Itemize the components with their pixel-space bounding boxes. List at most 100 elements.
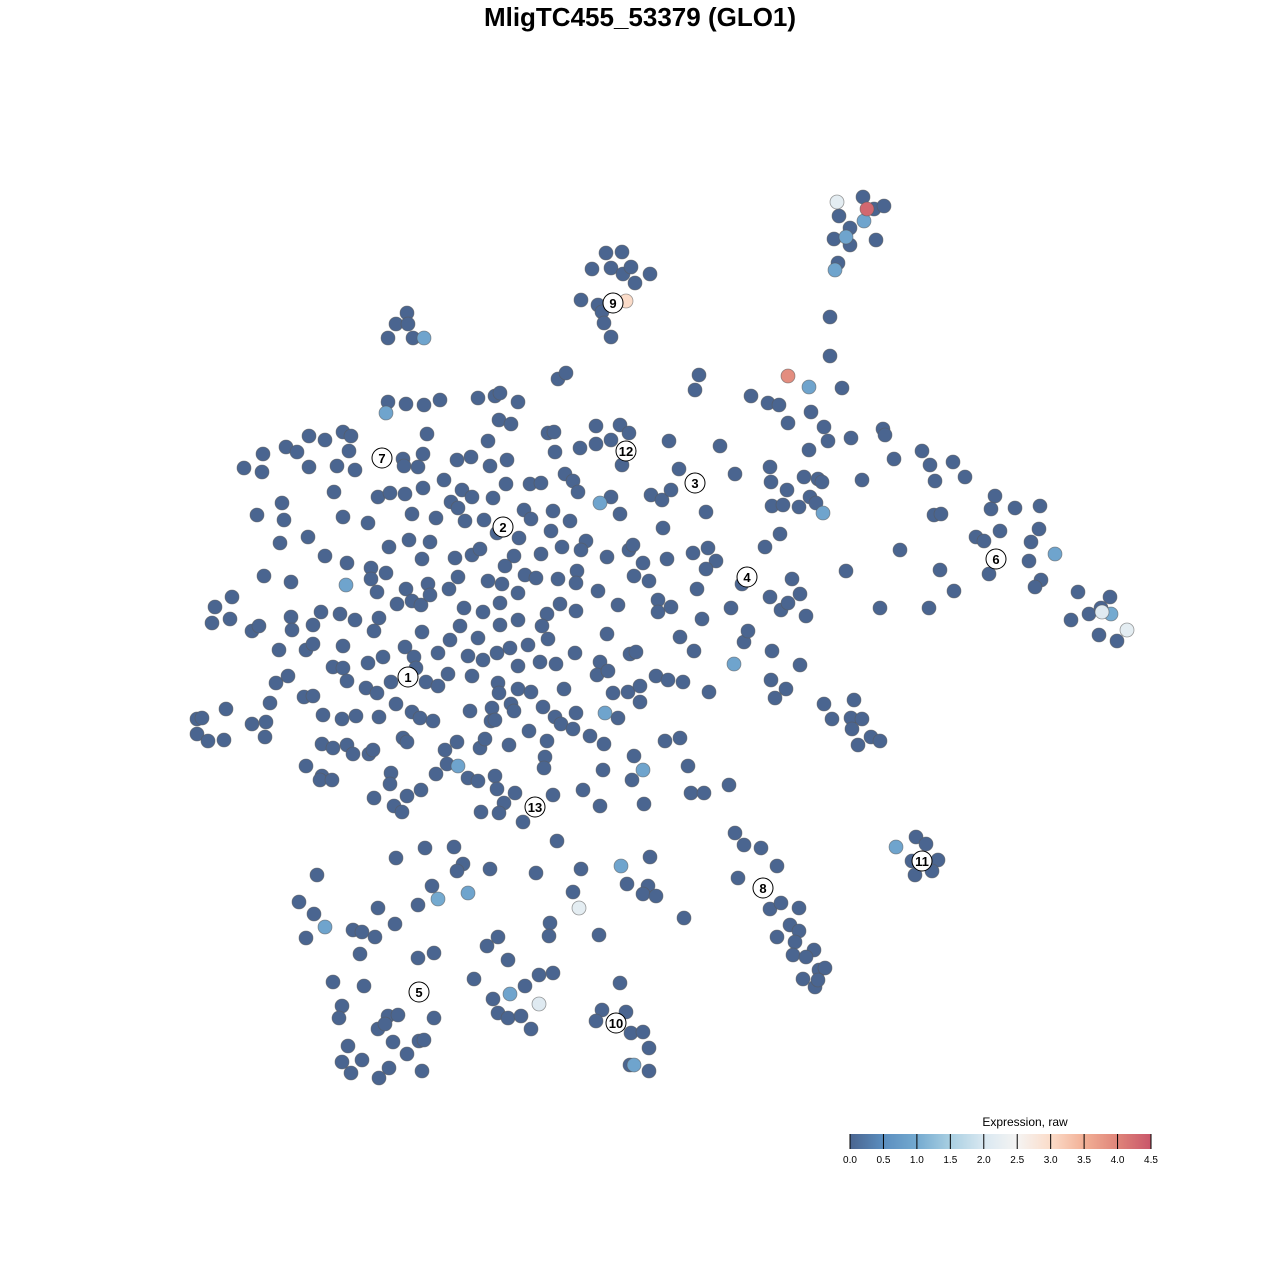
data-point (815, 505, 831, 521)
data-point (218, 701, 234, 717)
data-point (1027, 579, 1043, 595)
data-point (921, 600, 937, 616)
data-point (348, 708, 364, 724)
data-point (588, 1013, 604, 1029)
data-point (332, 606, 348, 622)
data-point (817, 960, 833, 976)
data-point (838, 563, 854, 579)
data-point (816, 419, 832, 435)
data-point (829, 194, 845, 210)
data-point (712, 438, 728, 454)
data-point (317, 432, 333, 448)
data-point (780, 595, 796, 611)
data-point (779, 482, 795, 498)
data-point (301, 428, 317, 444)
cluster-label-badge (524, 796, 546, 818)
data-point (831, 208, 847, 224)
data-point (626, 748, 642, 764)
data-point (507, 785, 523, 801)
data-point (390, 1007, 406, 1023)
data-point (787, 934, 803, 950)
data-point (404, 506, 420, 522)
data-point (375, 649, 391, 665)
cluster-label-badge (371, 447, 393, 469)
data-point (347, 462, 363, 478)
data-point (414, 1063, 430, 1079)
data-point (635, 886, 651, 902)
data-point (672, 629, 688, 645)
data-point (550, 571, 566, 587)
data-point (457, 513, 473, 529)
cluster-label-badge (985, 548, 1007, 570)
data-point (430, 891, 446, 907)
data-point (632, 678, 648, 694)
data-point (385, 1034, 401, 1050)
data-point (655, 520, 671, 536)
data-point (568, 705, 584, 721)
data-point (850, 737, 866, 753)
data-point (413, 597, 429, 613)
data-point (331, 1010, 347, 1026)
data-point (933, 506, 949, 522)
data-point (377, 1016, 393, 1032)
data-point (801, 442, 817, 458)
data-point (1070, 584, 1086, 600)
data-point (442, 632, 458, 648)
data-point (686, 643, 702, 659)
data-point (946, 583, 962, 599)
data-point (824, 711, 840, 727)
data-point (680, 758, 696, 774)
data-point (780, 368, 796, 384)
data-point (541, 928, 557, 944)
data-point (621, 425, 637, 441)
data-point (597, 705, 613, 721)
data-point (1031, 521, 1047, 537)
data-point (599, 626, 615, 642)
data-point (341, 443, 357, 459)
data-point (543, 523, 559, 539)
data-point (244, 716, 260, 732)
data-point (769, 858, 785, 874)
cluster-label: 6 (985, 548, 1007, 570)
data-point (510, 658, 526, 674)
legend-tick-label: 0.5 (876, 1155, 890, 1166)
data-point (425, 713, 441, 729)
data-point (462, 703, 478, 719)
data-point (914, 443, 930, 459)
data-point (642, 849, 658, 865)
data-point (515, 814, 531, 830)
data-point (305, 617, 321, 633)
cluster-label: 8 (752, 877, 774, 899)
data-point (470, 390, 486, 406)
data-point (1023, 534, 1039, 550)
data-point (437, 742, 453, 758)
data-point (189, 726, 205, 742)
data-point (502, 640, 518, 656)
cluster-label-badge (752, 877, 774, 899)
data-point (510, 612, 526, 628)
data-point (791, 900, 807, 916)
data-point (675, 674, 691, 690)
data-point (274, 495, 290, 511)
legend-colorbar (850, 1134, 1151, 1149)
data-point (313, 604, 329, 620)
data-point (843, 430, 859, 446)
data-point (796, 469, 812, 485)
data-point (339, 673, 355, 689)
data-point (254, 464, 270, 480)
data-point (854, 472, 870, 488)
data-point (492, 617, 508, 633)
data-point (489, 781, 505, 797)
data-point (414, 551, 430, 567)
data-point (983, 501, 999, 517)
data-point (501, 737, 517, 753)
data-point (785, 947, 801, 963)
data-point (523, 1021, 539, 1037)
data-point (450, 500, 466, 516)
data-point (1091, 627, 1107, 643)
data-point (300, 529, 316, 545)
data-point (329, 458, 345, 474)
data-point (632, 694, 648, 710)
data-point (698, 504, 714, 520)
